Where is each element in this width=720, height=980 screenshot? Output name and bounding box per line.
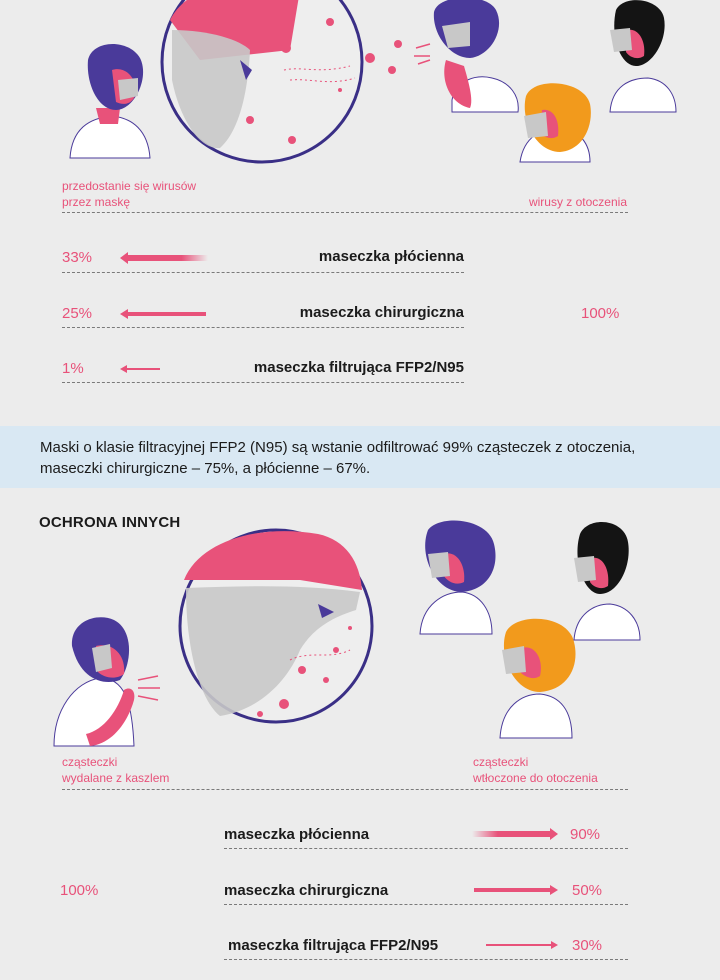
coughing-scene-figure bbox=[53, 520, 641, 747]
coughing-person-illustration bbox=[53, 617, 160, 747]
divider-line bbox=[224, 959, 628, 960]
divider-line bbox=[62, 789, 628, 790]
arrow-right-icon bbox=[474, 885, 558, 895]
left-person-illustration bbox=[69, 43, 151, 159]
coughing-person-illustration bbox=[414, 0, 519, 113]
caption-line: przedostanie się wirusów bbox=[62, 179, 197, 193]
divider-line bbox=[224, 848, 628, 849]
mask-wearer-figure bbox=[69, 0, 677, 164]
caption-cough-particles: cząsteczki wydalane z kaszlem bbox=[62, 754, 169, 786]
caption-particles-through-mask: przedostanie się wirusów przez maskę bbox=[62, 178, 196, 210]
divider-line bbox=[62, 327, 464, 328]
caption-particles-pushed-out: cząsteczki wtłoczone do otoczenia bbox=[473, 754, 598, 786]
bottom-row-label-cloth: maseczka płócienna bbox=[224, 826, 370, 843]
arrow-right-icon bbox=[486, 941, 558, 949]
top-row-label-ffp2: maseczka filtrująca FFP2/N95 bbox=[253, 359, 464, 376]
divider-line bbox=[62, 212, 628, 213]
arrow-left-icon bbox=[120, 365, 160, 373]
black-hair-person-illustration bbox=[609, 0, 677, 113]
caption-line: wydalane z kaszlem bbox=[62, 771, 170, 785]
caption-line: cząsteczki bbox=[473, 755, 529, 769]
info-band bbox=[0, 426, 720, 488]
caption-line: przez maskę bbox=[62, 195, 131, 209]
top-total-percent: 100% bbox=[581, 305, 620, 322]
arrow-right-icon bbox=[472, 828, 558, 840]
orange-hair-person-illustration bbox=[499, 618, 576, 739]
bottom-total-percent: 100% bbox=[60, 882, 99, 899]
top-row-label-surgical: maseczka chirurgiczna bbox=[299, 304, 464, 321]
bottom-row-percent-cloth: 90% bbox=[570, 826, 601, 843]
bottom-row-percent-surgical: 50% bbox=[572, 882, 603, 899]
divider-line bbox=[62, 272, 464, 273]
top-row-percent-cloth: 33% bbox=[62, 249, 93, 266]
top-row-percent-surgical: 25% bbox=[62, 305, 93, 322]
mask-magnifier bbox=[178, 528, 374, 724]
top-row-percent-ffp2: 1% bbox=[62, 360, 84, 377]
divider-line bbox=[224, 904, 628, 905]
black-hair-person-illustration bbox=[573, 522, 641, 641]
arrow-left-icon bbox=[120, 252, 208, 264]
section-heading: OCHRONA INNYCH bbox=[39, 514, 181, 531]
caption-viruses-from-environment: wirusy z otoczenia bbox=[528, 195, 627, 209]
bottom-row-label-surgical: maseczka chirurgiczna bbox=[224, 882, 389, 899]
bottom-row-percent-ffp2: 30% bbox=[572, 937, 603, 954]
caption-line: wtłoczone do otoczenia bbox=[473, 771, 598, 785]
orange-hair-person-illustration bbox=[519, 83, 591, 163]
info-band-text: Maski o klasie filtracyjnej FFP2 (N95) s… bbox=[40, 439, 636, 477]
virus-particles bbox=[365, 40, 402, 74]
mask-magnifier bbox=[160, 0, 364, 164]
arrow-left-icon bbox=[120, 309, 206, 319]
caption-line: cząsteczki bbox=[62, 755, 118, 769]
purple-hair-person-illustration bbox=[419, 520, 496, 635]
top-row-label-cloth: maseczka płócienna bbox=[318, 248, 464, 265]
divider-line bbox=[62, 382, 464, 383]
bottom-row-label-ffp2: maseczka filtrująca FFP2/N95 bbox=[228, 937, 439, 954]
